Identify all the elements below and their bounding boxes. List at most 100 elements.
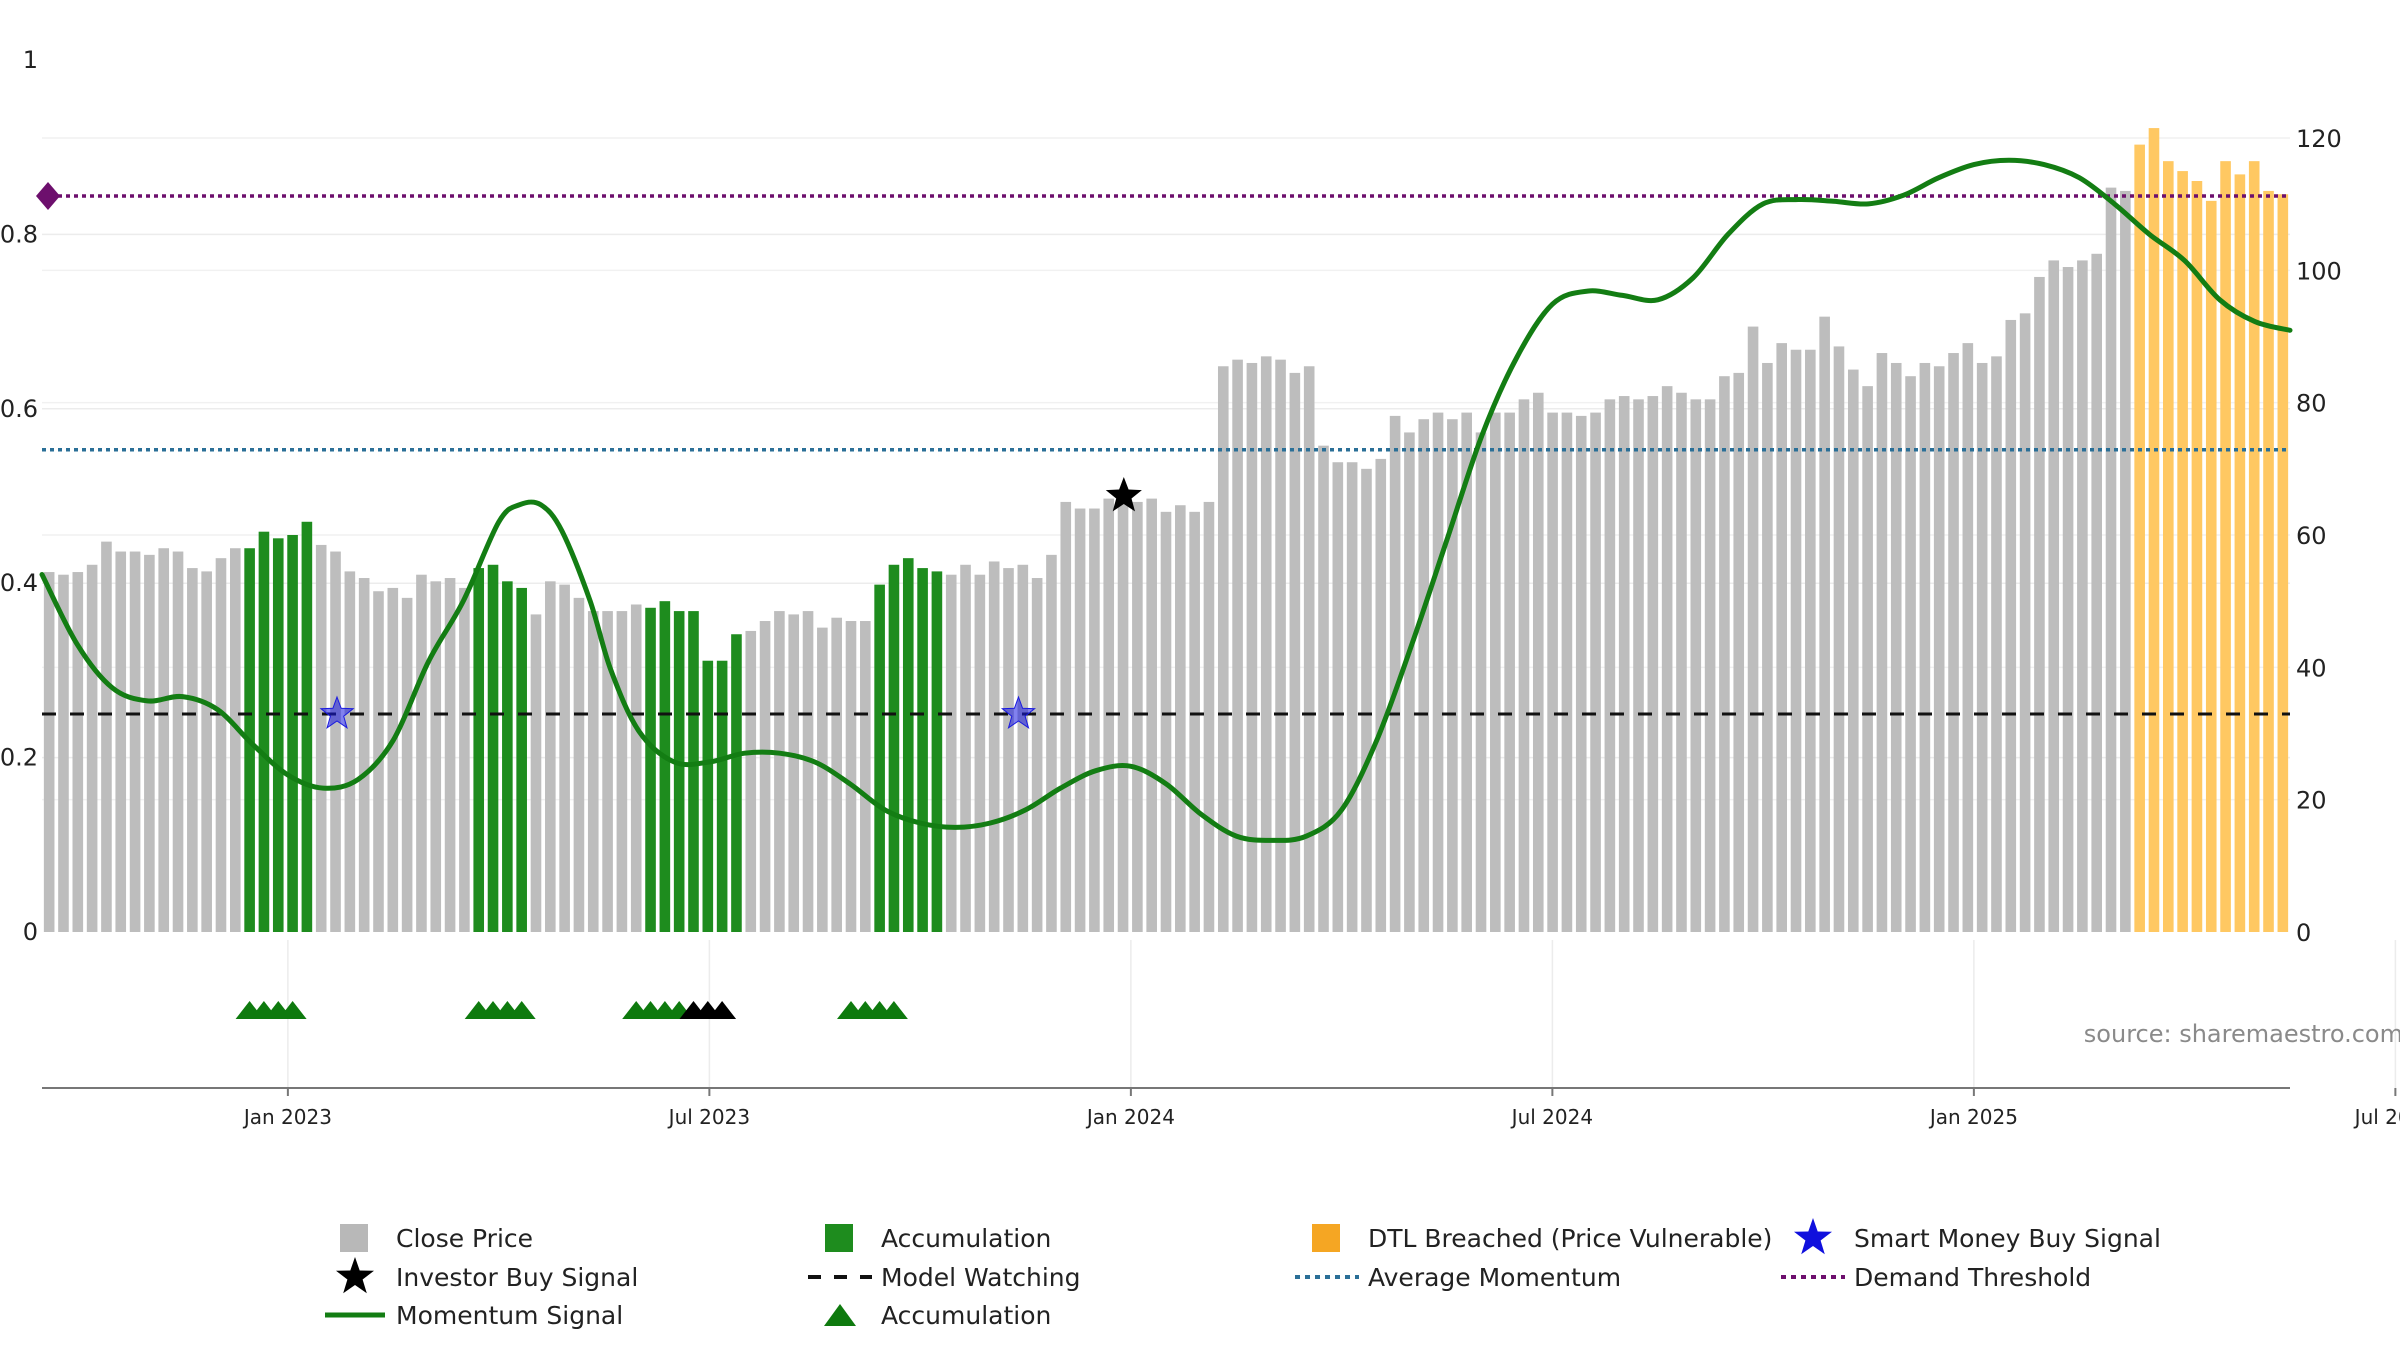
legend-label: Demand Threshold bbox=[1854, 1263, 2091, 1292]
price-bar bbox=[1203, 501, 1215, 932]
reference-lines bbox=[36, 182, 2290, 716]
price-bar bbox=[1046, 554, 1057, 932]
price-bar bbox=[1633, 399, 1644, 932]
price-bar bbox=[1991, 356, 2002, 933]
price-bar bbox=[1332, 462, 1344, 932]
price-bar bbox=[1074, 508, 1086, 932]
momentum-signal-line bbox=[39, 157, 2293, 843]
price-bar bbox=[974, 574, 986, 932]
price-bar bbox=[2134, 144, 2145, 932]
price-bar bbox=[1418, 419, 1430, 933]
price-bar bbox=[430, 581, 442, 932]
price-bar bbox=[1933, 366, 1945, 932]
price-bar bbox=[1547, 412, 1558, 933]
price-bar bbox=[960, 564, 971, 932]
x-axis-tick-label: Jan 2024 bbox=[1085, 1105, 1175, 1129]
price-bar bbox=[1217, 366, 1229, 932]
price-bar bbox=[1346, 462, 1358, 932]
left-axis-tick-label: 0.6 bbox=[0, 395, 38, 423]
legend-label: Accumulation bbox=[881, 1301, 1051, 1330]
price-bar bbox=[1318, 445, 1329, 932]
price-bar bbox=[1676, 392, 1687, 932]
price-bar bbox=[1905, 376, 1916, 932]
price-bar bbox=[1389, 415, 1401, 932]
price-bar bbox=[1017, 564, 1029, 932]
price-bar bbox=[187, 568, 198, 932]
price-bar bbox=[1776, 343, 1787, 932]
legend-swatch bbox=[1312, 1224, 1340, 1252]
price-bar bbox=[1146, 498, 1157, 932]
price-bar bbox=[1719, 376, 1730, 932]
price-bar bbox=[301, 521, 313, 932]
price-bar bbox=[1060, 501, 1072, 932]
price-bar bbox=[1647, 396, 1659, 932]
price-bar bbox=[115, 551, 127, 932]
left-axis-tick-label: 0.4 bbox=[0, 569, 38, 597]
price-bar bbox=[2019, 313, 2031, 933]
right-axis-tick-label: 100 bbox=[2296, 257, 2342, 285]
price-bar bbox=[387, 587, 399, 932]
price-bar bbox=[2034, 276, 2045, 932]
price-bar bbox=[330, 551, 341, 932]
price-bar bbox=[2191, 181, 2203, 932]
price-bar bbox=[2163, 161, 2174, 932]
price-bar bbox=[129, 551, 141, 932]
price-bar bbox=[1805, 349, 1816, 933]
legend-label: Close Price bbox=[396, 1224, 533, 1253]
price-bar bbox=[502, 581, 513, 932]
legend-label: Model Watching bbox=[881, 1263, 1081, 1292]
source-label: source: sharemaestro.com bbox=[2084, 1020, 2400, 1048]
price-bar bbox=[1432, 412, 1444, 933]
price-bar bbox=[845, 621, 857, 932]
price-bar bbox=[716, 660, 728, 932]
price-bar bbox=[1976, 362, 1988, 933]
price-bar bbox=[1862, 386, 1873, 933]
price-bar bbox=[1232, 359, 1243, 932]
accumulation-marker bbox=[278, 1001, 307, 1019]
accumulation-marker bbox=[507, 1001, 536, 1019]
price-bar bbox=[358, 578, 370, 932]
price-bar bbox=[1733, 372, 1745, 932]
price-bar bbox=[1690, 399, 1702, 932]
smart-money-buy-signal bbox=[319, 695, 355, 729]
smart-money-buy-signal bbox=[1000, 695, 1036, 729]
legend: Close Price Accumulation DTL Breached (Pri… bbox=[325, 1218, 2161, 1330]
legend-triangle-icon bbox=[824, 1304, 856, 1326]
momentum-signal-layer bbox=[39, 157, 2293, 843]
right-axis-tick-label: 120 bbox=[2296, 125, 2342, 153]
price-bar bbox=[459, 587, 470, 932]
price-bar bbox=[1117, 495, 1129, 932]
price-bar bbox=[945, 574, 957, 932]
price-bar bbox=[2248, 161, 2260, 932]
price-bar bbox=[559, 584, 570, 933]
right-axis-tick-label: 60 bbox=[2296, 522, 2327, 550]
x-axis-tick-label: Jan 2025 bbox=[1928, 1105, 2018, 1129]
price-bar bbox=[2148, 128, 2160, 932]
price-bar bbox=[315, 544, 327, 932]
price-bar bbox=[2062, 267, 2074, 932]
price-bar bbox=[1762, 362, 1773, 933]
price-bar bbox=[2205, 200, 2217, 933]
price-bar bbox=[1790, 349, 1802, 933]
price-bar bbox=[158, 548, 170, 932]
price-bar bbox=[774, 611, 785, 932]
left-axis-tick-label: 0.2 bbox=[0, 744, 38, 772]
legend-label: DTL Breached (Price Vulnerable) bbox=[1368, 1224, 1772, 1253]
right-axis-tick-label: 40 bbox=[2296, 654, 2327, 682]
legend-swatch bbox=[340, 1224, 368, 1252]
price-bar bbox=[258, 531, 270, 932]
price-bar bbox=[1160, 511, 1172, 932]
price-bar bbox=[874, 584, 885, 933]
price-bar bbox=[1518, 399, 1530, 932]
left-axis-tick-label: 1 bbox=[23, 46, 38, 74]
right-axis-tick-label: 20 bbox=[2296, 787, 2327, 815]
price-bar bbox=[817, 627, 828, 932]
price-bar bbox=[2120, 190, 2131, 932]
price-bar bbox=[917, 568, 928, 932]
x-axis-tick-label: Jul 2024 bbox=[1510, 1105, 1593, 1129]
price-bar bbox=[444, 578, 456, 932]
price-bar bbox=[702, 660, 714, 932]
price-bar bbox=[1404, 432, 1415, 932]
price-bar bbox=[788, 614, 800, 932]
